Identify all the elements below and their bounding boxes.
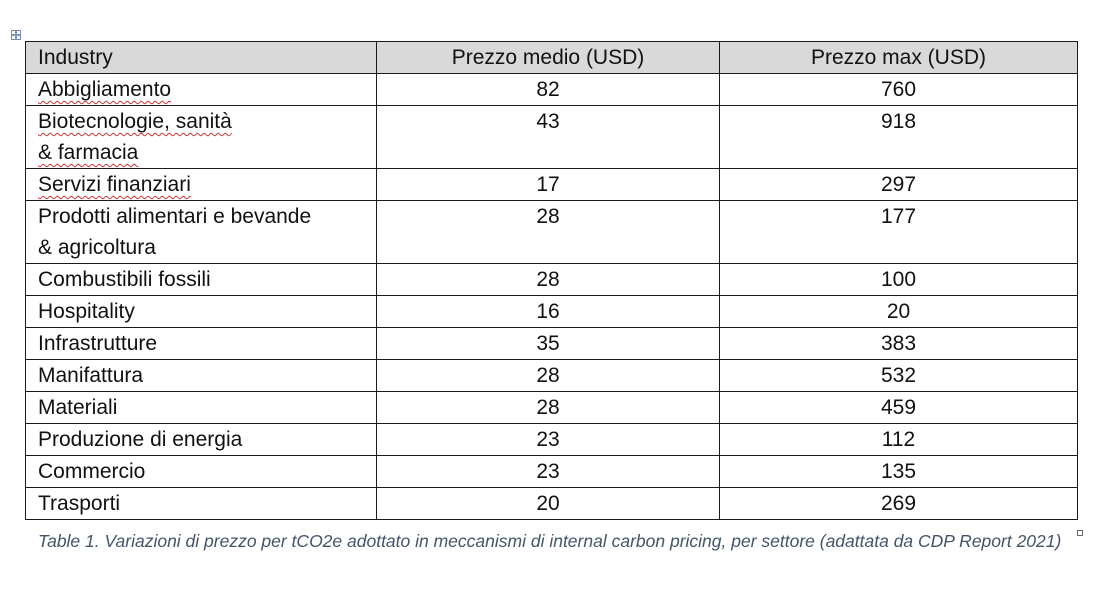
table-caption: Table 1. Variazioni di prezzo per tCO2e … bbox=[38, 531, 1062, 551]
table-header-row: Industry Prezzo medio (USD) Prezzo max (… bbox=[25, 41, 1078, 74]
prezzo-max-cell[interactable]: 532 bbox=[719, 359, 1078, 392]
industry-cell[interactable]: Prodotti alimentari e bevande & agricolt… bbox=[25, 200, 377, 264]
prezzo-medio-cell[interactable]: 17 bbox=[376, 168, 720, 201]
table-row: Infrastrutture 35 383 bbox=[25, 327, 1078, 360]
move-arrows-icon bbox=[12, 31, 20, 39]
prezzo-max-cell[interactable]: 100 bbox=[719, 263, 1078, 296]
industry-cell[interactable]: Biotecnologie, sanità & farmacia bbox=[25, 105, 377, 169]
table-row: Combustibili fossili 28 100 bbox=[25, 263, 1078, 296]
industry-cell[interactable]: Servizi finanziari bbox=[25, 168, 377, 201]
prezzo-max-cell[interactable]: 297 bbox=[719, 168, 1078, 201]
prezzo-medio-cell[interactable]: 28 bbox=[376, 391, 720, 424]
table-row: Trasporti 20 269 bbox=[25, 487, 1078, 520]
industry-cell[interactable]: Produzione di energia bbox=[25, 423, 377, 456]
table-row: Prodotti alimentari e bevande & agricolt… bbox=[25, 200, 1078, 264]
table-row: Servizi finanziari 17 297 bbox=[25, 168, 1078, 201]
prezzo-medio-cell[interactable]: 23 bbox=[376, 423, 720, 456]
prezzo-max-cell[interactable]: 383 bbox=[719, 327, 1078, 360]
industry-cell[interactable]: Manifattura bbox=[25, 359, 377, 392]
prezzo-medio-cell[interactable]: 43 bbox=[376, 105, 720, 169]
prezzo-medio-cell[interactable]: 28 bbox=[376, 359, 720, 392]
table-row: Produzione di energia 23 112 bbox=[25, 423, 1078, 456]
prezzo-medio-cell[interactable]: 28 bbox=[376, 263, 720, 296]
prezzo-max-cell[interactable]: 918 bbox=[719, 105, 1078, 169]
header-prezzo-medio: Prezzo medio (USD) bbox=[376, 41, 720, 74]
industry-price-table: Industry Prezzo medio (USD) Prezzo max (… bbox=[25, 41, 1078, 520]
industry-label: Servizi finanziari bbox=[38, 173, 191, 196]
industry-cell[interactable]: Infrastrutture bbox=[25, 327, 377, 360]
industry-label: Abbigliamento bbox=[38, 78, 172, 101]
prezzo-medio-cell[interactable]: 35 bbox=[376, 327, 720, 360]
industry-label-line2: & farmacia bbox=[38, 141, 139, 164]
industry-cell[interactable]: Combustibili fossili bbox=[25, 263, 377, 296]
industry-cell[interactable]: Trasporti bbox=[25, 487, 377, 520]
prezzo-max-cell[interactable]: 177 bbox=[719, 200, 1078, 264]
industry-cell[interactable]: Materiali bbox=[25, 391, 377, 424]
industry-cell[interactable]: Hospitality bbox=[25, 295, 377, 328]
prezzo-medio-cell[interactable]: 20 bbox=[376, 487, 720, 520]
table-row: Abbigliamento 82 760 bbox=[25, 73, 1078, 106]
industry-cell[interactable]: Commercio bbox=[25, 455, 377, 488]
industry-cell[interactable]: Abbigliamento bbox=[25, 73, 377, 106]
header-industry: Industry bbox=[25, 41, 377, 74]
header-prezzo-max: Prezzo max (USD) bbox=[719, 41, 1078, 74]
table-row: Manifattura 28 532 bbox=[25, 359, 1078, 392]
industry-label-line1: Prodotti alimentari e bevande bbox=[38, 205, 312, 228]
prezzo-max-cell[interactable]: 20 bbox=[719, 295, 1078, 328]
prezzo-medio-cell[interactable]: 23 bbox=[376, 455, 720, 488]
table-row: Hospitality 16 20 bbox=[25, 295, 1078, 328]
table-move-handle-icon[interactable] bbox=[11, 30, 21, 40]
prezzo-max-cell[interactable]: 135 bbox=[719, 455, 1078, 488]
prezzo-max-cell[interactable]: 459 bbox=[719, 391, 1078, 424]
table-row: Materiali 28 459 bbox=[25, 391, 1078, 424]
table-row: Commercio 23 135 bbox=[25, 455, 1078, 488]
prezzo-medio-cell[interactable]: 82 bbox=[376, 73, 720, 106]
table-row: Biotecnologie, sanità & farmacia 43 918 bbox=[25, 105, 1078, 169]
prezzo-max-cell[interactable]: 269 bbox=[719, 487, 1078, 520]
prezzo-max-cell[interactable]: 760 bbox=[719, 73, 1078, 106]
industry-label-line1: Biotecnologie, sanità bbox=[38, 110, 232, 133]
prezzo-medio-cell[interactable]: 16 bbox=[376, 295, 720, 328]
industry-label-line2: & agricoltura bbox=[38, 236, 156, 259]
prezzo-max-cell[interactable]: 112 bbox=[719, 423, 1078, 456]
prezzo-medio-cell[interactable]: 28 bbox=[376, 200, 720, 264]
table-resize-handle-icon[interactable] bbox=[1077, 530, 1083, 536]
